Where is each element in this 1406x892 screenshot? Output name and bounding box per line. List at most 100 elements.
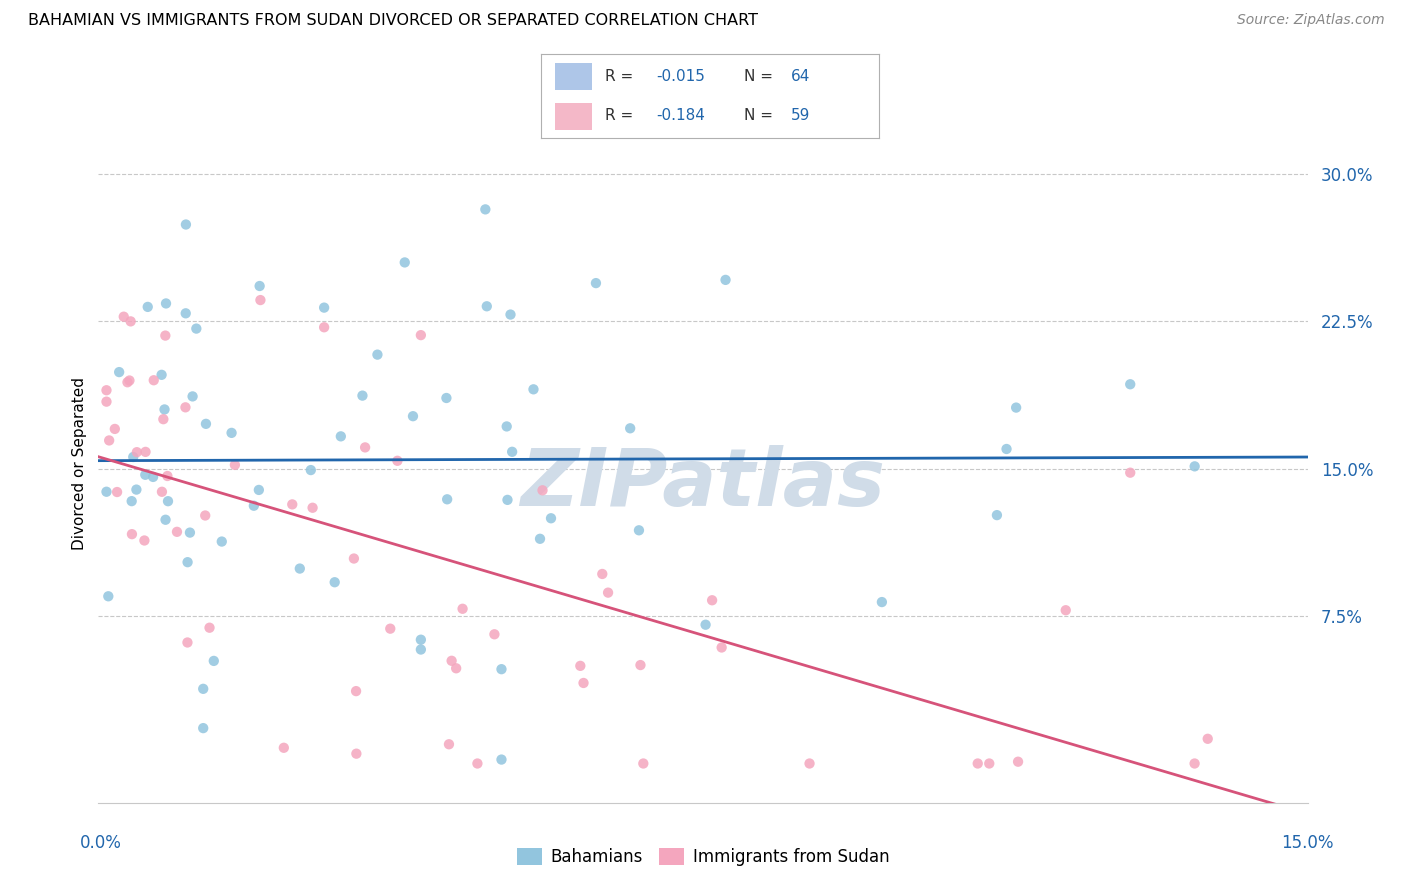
Point [97,589,120,603]
Point [501,445,523,459]
Point [394,255,416,269]
Point [155,513,177,527]
Point [150,484,173,499]
Point [436,391,458,405]
Point [211,534,233,549]
Point [117,376,139,390]
Point [714,273,737,287]
Point [301,500,323,515]
Point [273,740,295,755]
Point [499,308,522,322]
Text: -0.184: -0.184 [657,108,704,123]
Point [491,753,513,767]
Point [121,527,143,541]
Point [314,320,336,334]
Point [193,721,215,735]
Point [194,417,217,431]
Point [366,348,388,362]
Text: R =: R = [606,108,638,123]
Text: N =: N = [744,108,778,123]
Point [323,575,346,590]
Point [108,365,131,379]
Point [596,585,619,599]
Point [474,202,496,217]
Point [986,508,1008,522]
Point [174,306,197,320]
Point [96,383,118,397]
Point [569,658,592,673]
Point [344,747,367,761]
Point [134,467,156,482]
Point [186,321,208,335]
Point [288,561,311,575]
Point [1184,459,1206,474]
Point [120,314,142,328]
Point [451,601,474,615]
FancyBboxPatch shape [555,62,592,90]
Point [402,409,425,424]
Point [174,401,197,415]
Point [181,389,204,403]
Point [540,511,562,525]
Point [329,429,352,443]
Point [354,441,377,455]
Point [633,756,655,771]
Point [437,737,460,751]
Text: R =: R = [606,69,638,84]
Point [155,296,177,310]
Text: 59: 59 [792,108,810,123]
Point [96,394,118,409]
Point [409,642,432,657]
Point [125,445,148,459]
Point [221,425,243,440]
Point [179,525,201,540]
Point [118,374,141,388]
Point [1197,731,1219,746]
Point [194,508,217,523]
Point [134,533,156,548]
Point [112,310,135,324]
Point [591,566,613,581]
Point [344,684,367,698]
Text: 0.0%: 0.0% [80,834,122,852]
Text: Source: ZipAtlas.com: Source: ZipAtlas.com [1237,13,1385,28]
Point [627,524,650,538]
Point [105,485,128,500]
Point [176,635,198,649]
Point [380,622,402,636]
Point [125,483,148,497]
Point [156,494,179,508]
Point [979,756,1001,771]
Point [495,419,517,434]
Point [243,499,266,513]
Point [440,654,463,668]
Point [491,662,513,676]
Text: ZIPatlas: ZIPatlas [520,445,886,524]
Point [135,445,157,459]
Point [475,299,498,313]
Point [224,458,246,472]
Point [522,382,544,396]
Point [299,463,322,477]
Point [202,654,225,668]
Point [121,494,143,508]
Point [409,328,432,343]
Point [352,389,374,403]
Point [995,442,1018,456]
Point [152,412,174,426]
Point [155,328,177,343]
Point [585,276,607,290]
Point [96,484,118,499]
Point [281,497,304,511]
Point [444,661,467,675]
Y-axis label: Divorced or Separated: Divorced or Separated [72,377,87,550]
Point [409,632,432,647]
Point [531,483,554,498]
Point [529,532,551,546]
Point [572,676,595,690]
Point [176,555,198,569]
Point [700,593,723,607]
Point [249,279,271,293]
Point [193,681,215,696]
Point [247,483,270,497]
